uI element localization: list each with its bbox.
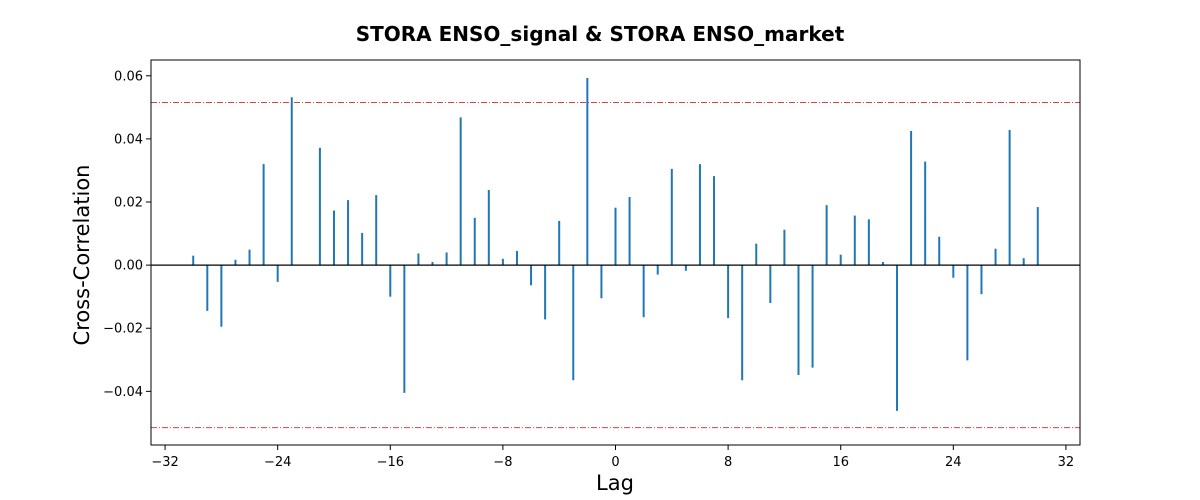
x-tick-label: −16 — [377, 455, 404, 470]
y-tick-label: 0.02 — [114, 196, 143, 211]
y-tick-label: −0.04 — [103, 385, 143, 400]
x-axis-label: Lag — [596, 471, 634, 495]
y-tick-label: 0.00 — [114, 259, 143, 274]
x-tick-label: 0 — [611, 455, 619, 470]
y-tick-label: −0.02 — [103, 322, 143, 337]
x-tick-label: 24 — [945, 455, 962, 470]
y-tick-label: 0.04 — [114, 132, 143, 147]
plot-area: −32 −24 −16 −8 0 8 16 24 32 −0.04 −0.02 0.00 0.02 0.0… — [103, 59, 1081, 470]
y-axis-label: Cross-Correlation — [70, 165, 94, 346]
x-tick-label: 16 — [832, 455, 849, 470]
x-tick-label: 8 — [724, 455, 732, 470]
x-tick-label: 32 — [1058, 455, 1075, 470]
y-tick-label: 0.06 — [114, 69, 143, 84]
x-tick-label: −32 — [151, 455, 178, 470]
chart-title: STORA ENSO_signal & STORA ENSO_market — [356, 22, 845, 46]
x-tick-label: −8 — [493, 455, 512, 470]
x-tick-label: −24 — [264, 455, 291, 470]
